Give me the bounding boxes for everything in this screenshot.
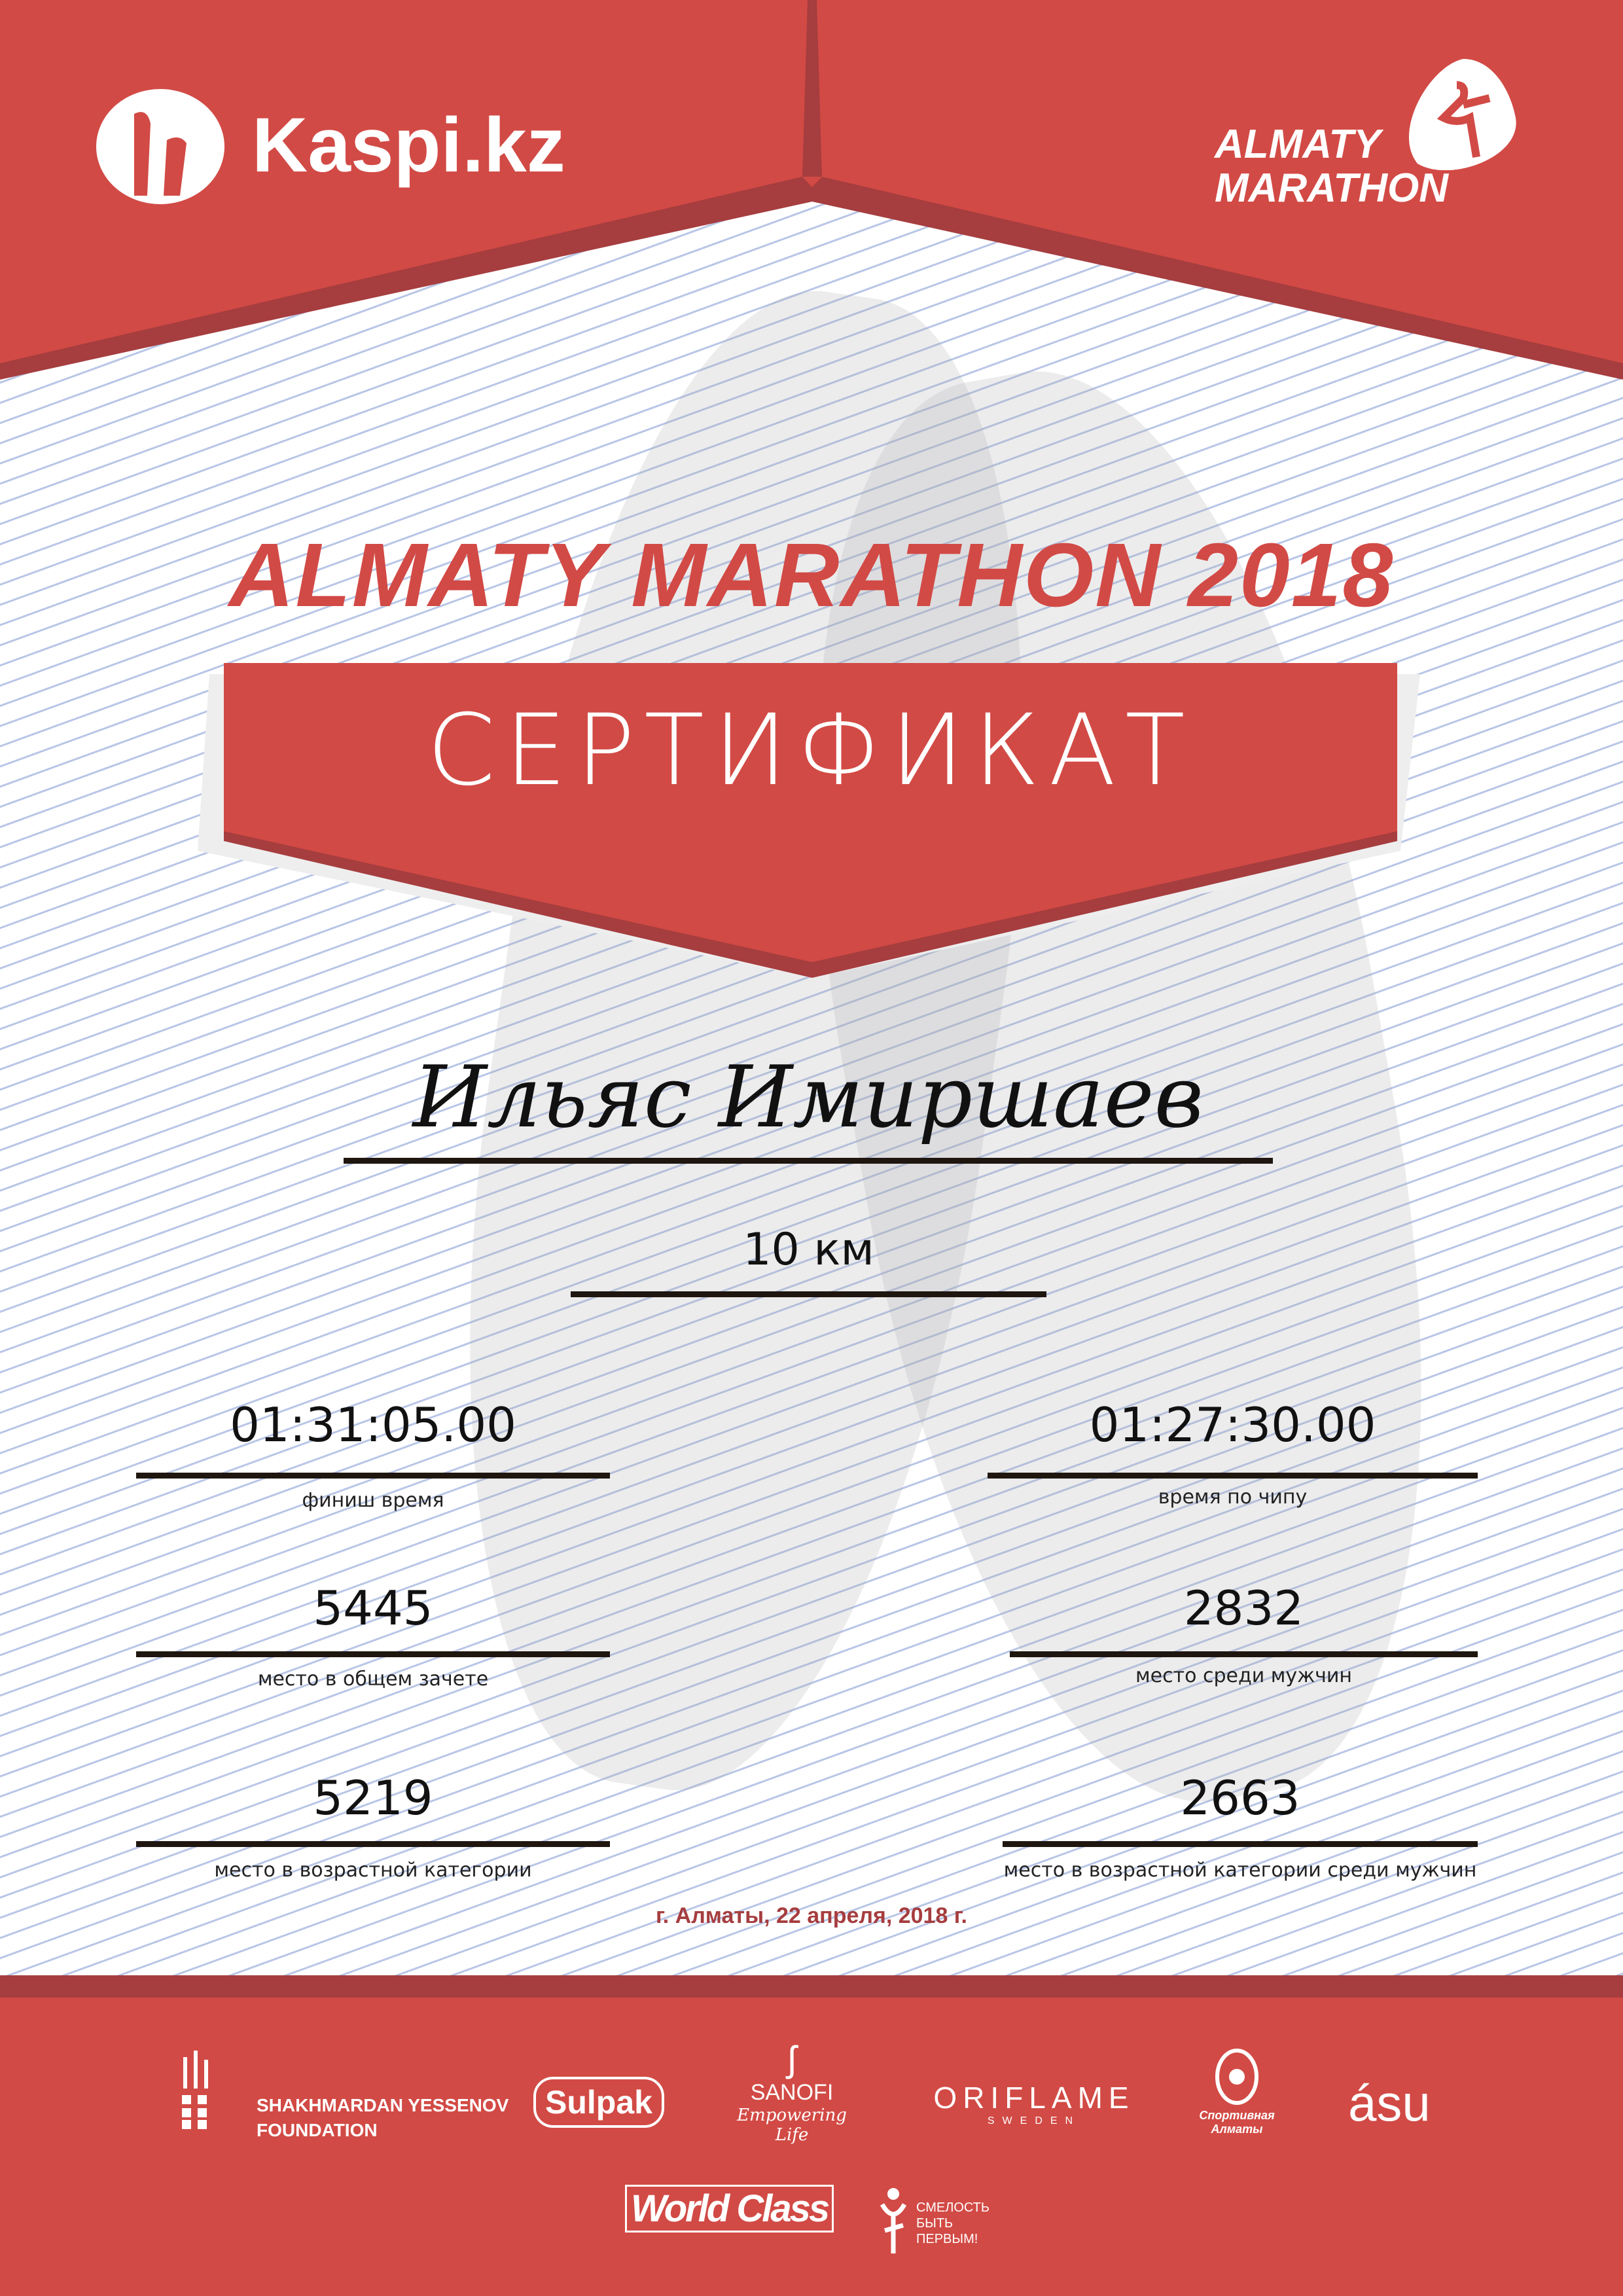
almaty-marathon-logo: ALMATY MARATHON (1215, 59, 1522, 216)
chip-time-label: время по чипу (1158, 1486, 1308, 1509)
certificate-ribbon (198, 663, 1420, 978)
sanofi-logo: ʃ SANOFI Empowering Life (726, 2037, 857, 2145)
distance-underline (571, 1291, 1046, 1297)
almaty-logo-line2: MARATHON (1215, 166, 1449, 211)
worldclass-logo: World Class (625, 2185, 834, 2233)
sponsors-footer: SHAKHMARDAN YESSENOV FOUNDATION Sulpak ʃ… (0, 1975, 1623, 2296)
sport-almaty-text: Спортивная Алматы (1199, 2109, 1275, 2136)
participant-name: Ильяс Имиршаев (412, 1047, 1204, 1147)
men-place-value: 2832 (1183, 1581, 1304, 1636)
fund-line2: БЫТЬ (916, 2216, 954, 2231)
yessenov-line1: SHAKHMARDAN YESSENOV (257, 2095, 509, 2115)
chip-time-underline (988, 1473, 1478, 1479)
age-place-underline (136, 1841, 610, 1847)
age-men-place-underline (1003, 1841, 1478, 1847)
fund-line1: СМЕЛОСТЬ (916, 2200, 990, 2215)
name-underline (344, 1158, 1273, 1164)
fund-icon (880, 2188, 907, 2253)
almaty-logo-line1: ALMATY (1215, 122, 1381, 167)
men-place-label: место среди мужчин (1135, 1664, 1352, 1687)
overall-place-value: 5445 (313, 1581, 433, 1636)
fund-line3: ПЕРВЫМ! (916, 2232, 978, 2246)
finish-time-label: финиш время (302, 1489, 444, 1512)
certificate-heading: СЕРТИФИКАТ (427, 694, 1194, 808)
age-men-place-value: 2663 (1180, 1770, 1300, 1825)
chip-time-value: 01:27:30.00 (1089, 1397, 1376, 1452)
event-date: г. Алматы, 22 апреля, 2018 г. (656, 1903, 967, 1928)
sulpak-logo: Sulpak (533, 2077, 664, 2128)
men-place-underline (1010, 1651, 1478, 1657)
fund-logo: СМЕЛОСТЬ БЫТЬ ПЕРВЫМ! (870, 2178, 990, 2259)
sanofi-text: SANOFI (750, 2080, 834, 2105)
footer-band (0, 1975, 1623, 1998)
yessenov-line2: FOUNDATION (257, 2120, 378, 2140)
finish-time-underline (136, 1473, 610, 1479)
age-place-value: 5219 (313, 1770, 433, 1825)
overall-place-underline (136, 1651, 610, 1657)
finish-time-value: 01:31:05.00 (230, 1397, 516, 1452)
runner-icon (1409, 59, 1516, 170)
overall-place-label: место в общем зачете (257, 1668, 489, 1691)
asu-logo: ásu (1348, 2074, 1431, 2132)
age-place-label: место в возрастной категории (214, 1859, 532, 1882)
kaspi-icon (96, 89, 224, 204)
sanofi-icon: ʃ (787, 2038, 796, 2079)
kaspi-logo-text: Kaspi.kz (252, 102, 565, 188)
oriflame-text: ORIFLAME (933, 2081, 1135, 2115)
yessenov-logo: SHAKHMARDAN YESSENOV FOUNDATION (182, 2051, 508, 2140)
sport-almaty-icon (1215, 2049, 1258, 2105)
yessenov-icon (182, 2051, 208, 2129)
oriflame-sub: SWEDEN (987, 2115, 1081, 2126)
oriflame-logo: ORIFLAME SWEDEN (923, 2080, 1145, 2127)
event-title: ALMATY MARATHON 2018 (228, 525, 1395, 626)
sanofi-tagline: Empowering Life (737, 2106, 847, 2145)
age-men-place-label: место в возрастной категории среди мужчи… (1003, 1859, 1477, 1882)
distance: 10 км (743, 1224, 874, 1276)
sport-almaty-logo: Спортивная Алматы (1198, 2047, 1276, 2136)
